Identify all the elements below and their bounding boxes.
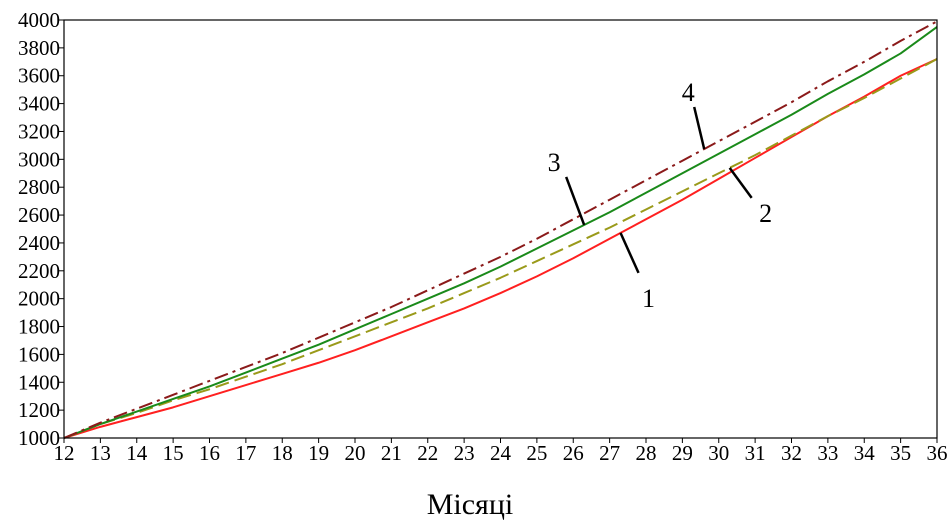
- x-tick-label: 16: [199, 441, 220, 465]
- x-tick-label: 23: [454, 441, 475, 465]
- x-tick-label: 29: [672, 441, 693, 465]
- y-tick-label: 1600: [18, 342, 60, 366]
- callout-label-2: 2: [759, 199, 772, 228]
- x-tick-label: 17: [235, 441, 256, 465]
- y-tick-label: 3400: [18, 92, 60, 116]
- y-tick-label: 1000: [18, 426, 60, 450]
- x-tick-label: 14: [126, 441, 148, 465]
- x-tick-label: 26: [563, 441, 584, 465]
- x-tick-label: 36: [927, 441, 948, 465]
- x-axis-ticks: 12 13 14 15 16 17 18 19 20 21 22 23 24 25 26 27 28 29 30 31…: [54, 438, 948, 465]
- x-tick-label: 20: [345, 441, 366, 465]
- x-tick-label: 33: [817, 441, 838, 465]
- series-layer: [63, 20, 938, 439]
- y-tick-label: 1800: [18, 315, 60, 339]
- callout-label-4: 4: [682, 78, 695, 107]
- x-axis-label: Місяці: [427, 488, 514, 521]
- x-tick-label: 13: [90, 441, 111, 465]
- x-tick-label: 27: [599, 441, 620, 465]
- callout-leader-3: [564, 176, 586, 226]
- series-callouts: 1 2 3 4: [548, 78, 773, 313]
- x-tick-label: 24: [490, 441, 512, 465]
- x-tick-label: 15: [163, 441, 184, 465]
- y-tick-label: 3600: [18, 64, 60, 88]
- series-line-3: [63, 26, 938, 439]
- y-tick-label: 2600: [18, 203, 60, 227]
- x-tick-label: 32: [781, 441, 802, 465]
- callout-label-3: 3: [548, 148, 561, 177]
- callout-leader-4: [692, 106, 706, 150]
- callout-leader-2: [728, 167, 753, 199]
- plot-frame: [63, 19, 938, 439]
- y-tick-label: 2200: [18, 259, 60, 283]
- x-tick-label: 25: [526, 441, 547, 465]
- y-tick-label: 2800: [18, 175, 60, 199]
- series-line-4: [63, 20, 938, 439]
- callout-leader-1: [619, 232, 640, 274]
- x-tick-label: 12: [54, 441, 75, 465]
- x-tick-label: 22: [417, 441, 438, 465]
- y-tick-label: 3800: [18, 36, 60, 60]
- y-tick-label: 2400: [18, 231, 60, 255]
- x-tick-label: 30: [708, 441, 729, 465]
- x-tick-label: 19: [308, 441, 329, 465]
- x-tick-label: 21: [381, 441, 402, 465]
- y-tick-label: 3200: [18, 119, 60, 143]
- x-tick-label: 18: [272, 441, 293, 465]
- x-tick-label: 35: [890, 441, 911, 465]
- y-tick-label: 1200: [18, 398, 60, 422]
- series-line-2: [63, 58, 938, 439]
- callout-label-1: 1: [642, 284, 655, 313]
- y-tick-label: 4000: [18, 8, 60, 32]
- y-tick-label: 3000: [18, 147, 60, 171]
- y-tick-label: 2000: [18, 287, 60, 311]
- x-tick-label: 28: [636, 441, 657, 465]
- y-tick-label: 1400: [18, 370, 60, 394]
- series-line-1: [63, 58, 938, 439]
- x-tick-label: 31: [745, 441, 766, 465]
- x-tick-label: 34: [854, 441, 876, 465]
- y-axis-ticks: 1000 1200 1400 1600 1800 2000 2200 2400 2600 2800…: [18, 8, 64, 450]
